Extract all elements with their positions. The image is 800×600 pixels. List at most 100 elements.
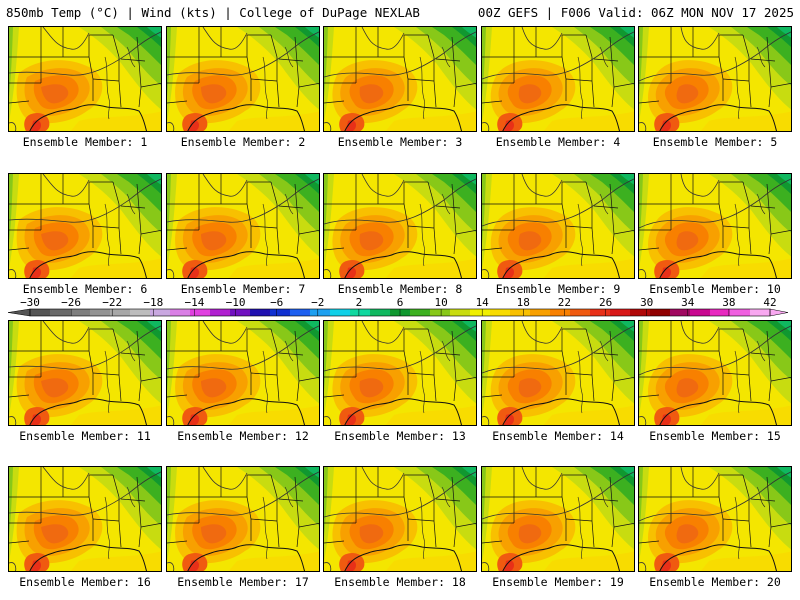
colorbar-swatch [330, 309, 351, 316]
ensemble-member-label: Ensemble Member: 2 [180, 135, 306, 149]
colorbar-swatch [610, 309, 631, 316]
colorbar-swatch [250, 309, 271, 316]
colorbar-swatch [650, 309, 671, 316]
colorbar-swatch [70, 309, 91, 316]
colorbar-swatch [530, 309, 551, 316]
ensemble-member-panel [481, 26, 635, 132]
colorbar-swatch [410, 309, 431, 316]
ensemble-member-label: Ensemble Member: 5 [652, 135, 778, 149]
temperature-map [167, 321, 319, 425]
chart-title-left: 850mb Temp (°C) | Wind (kts) | College o… [6, 5, 420, 20]
colorbar-swatch [230, 309, 251, 316]
colorbar-swatch [510, 309, 531, 316]
colorbar-swatch [590, 309, 611, 316]
ensemble-member-label: Ensemble Member: 16 [19, 575, 151, 589]
colorbar-swatch [110, 309, 131, 316]
ensemble-member-panel [323, 173, 477, 279]
colorbar-swatch [630, 309, 651, 316]
ensemble-member-label: Ensemble Member: 13 [334, 429, 466, 443]
colorbar-tick-label: 38 [722, 296, 735, 309]
temperature-map [167, 27, 319, 131]
ensemble-member-panel [8, 466, 162, 572]
colorbar-swatch [730, 309, 751, 316]
colorbar-swatch [670, 309, 691, 316]
temperature-map [482, 467, 634, 571]
temperature-colorbar: −30 −26 −22 −18 −14 −10 −6 −2 2 6 10 14 18 22 26 30 34 38… [7, 296, 789, 317]
colorbar-swatch [190, 309, 211, 316]
ensemble-member-panel [323, 466, 477, 572]
ensemble-member-label: Ensemble Member: 14 [492, 429, 624, 443]
ensemble-member-panel [166, 320, 320, 426]
colorbar-tick-label: 30 [640, 296, 653, 309]
colorbar-swatch [550, 309, 571, 316]
ensemble-member-label: Ensemble Member: 1 [22, 135, 148, 149]
colorbar-tick-label: −30 [20, 296, 40, 309]
ensemble-member-label: Ensemble Member: 20 [649, 575, 781, 589]
ensemble-member-panel [638, 26, 792, 132]
ensemble-member-label: Ensemble Member: 7 [180, 282, 306, 296]
colorbar-tick-label: −10 [226, 296, 246, 309]
colorbar-high-arrow [769, 308, 789, 317]
ensemble-member-label: Ensemble Member: 3 [337, 135, 463, 149]
colorbar-swatch [290, 309, 311, 316]
ensemble-member-label: Ensemble Member: 10 [649, 282, 781, 296]
colorbar-tick-label: −2 [311, 296, 324, 309]
colorbar-swatch [490, 309, 511, 316]
ensemble-member-panel [8, 320, 162, 426]
ensemble-member-panel [638, 173, 792, 279]
temperature-map [9, 174, 161, 278]
colorbar-swatch [150, 309, 171, 316]
temperature-map [639, 174, 791, 278]
ensemble-member-panel [166, 26, 320, 132]
colorbar-low-arrow [7, 308, 31, 317]
ensemble-member-panel [638, 320, 792, 426]
temperature-map [639, 321, 791, 425]
temperature-map [9, 321, 161, 425]
temperature-map [482, 174, 634, 278]
colorbar-swatch [270, 309, 291, 316]
colorbar-swatch [710, 309, 731, 316]
colorbar-tick-label: −18 [143, 296, 163, 309]
ensemble-member-label: Ensemble Member: 6 [22, 282, 148, 296]
temperature-map [482, 27, 634, 131]
temperature-map [324, 321, 476, 425]
colorbar-tick-label: 26 [599, 296, 612, 309]
ensemble-member-label: Ensemble Member: 17 [177, 575, 309, 589]
ensemble-member-label: Ensemble Member: 11 [19, 429, 151, 443]
colorbar-tick-label: 14 [476, 296, 490, 309]
ensemble-member-label: Ensemble Member: 15 [649, 429, 781, 443]
ensemble-member-label: Ensemble Member: 19 [492, 575, 624, 589]
colorbar-swatch [130, 309, 151, 316]
colorbar-swatch [570, 309, 591, 316]
temperature-map [167, 467, 319, 571]
colorbar-tick-label: 34 [681, 296, 695, 309]
ensemble-member-panel [8, 173, 162, 279]
ensemble-member-label: Ensemble Member: 18 [334, 575, 466, 589]
ensemble-member-panel [481, 173, 635, 279]
colorbar-swatch [210, 309, 231, 316]
colorbar-tick-label: 42 [763, 296, 776, 309]
colorbar-tick-label: 10 [434, 296, 447, 309]
colorbar-tick-label: −22 [102, 296, 122, 309]
colorbar-tick-label: 6 [397, 296, 404, 309]
ensemble-member-label: Ensemble Member: 12 [177, 429, 309, 443]
colorbar-tick-label: −26 [61, 296, 81, 309]
colorbar-swatch [450, 309, 471, 316]
colorbar-swatch [50, 309, 71, 316]
colorbar-swatch [30, 309, 51, 316]
ensemble-member-panel [166, 466, 320, 572]
ensemble-member-panel [638, 466, 792, 572]
colorbar-swatch [350, 309, 371, 316]
ensemble-member-panel [323, 320, 477, 426]
colorbar-swatch [430, 309, 451, 316]
temperature-map [324, 467, 476, 571]
colorbar-swatch [750, 309, 771, 316]
colorbar-swatch [690, 309, 711, 316]
temperature-map [167, 174, 319, 278]
chart-title-right: 00Z GEFS | F006 Valid: 06Z MON NOV 17 20… [477, 5, 794, 20]
ensemble-member-panel [323, 26, 477, 132]
colorbar-swatch [170, 309, 191, 316]
temperature-map [324, 27, 476, 131]
colorbar-swatch [370, 309, 391, 316]
colorbar-swatch [90, 309, 111, 316]
